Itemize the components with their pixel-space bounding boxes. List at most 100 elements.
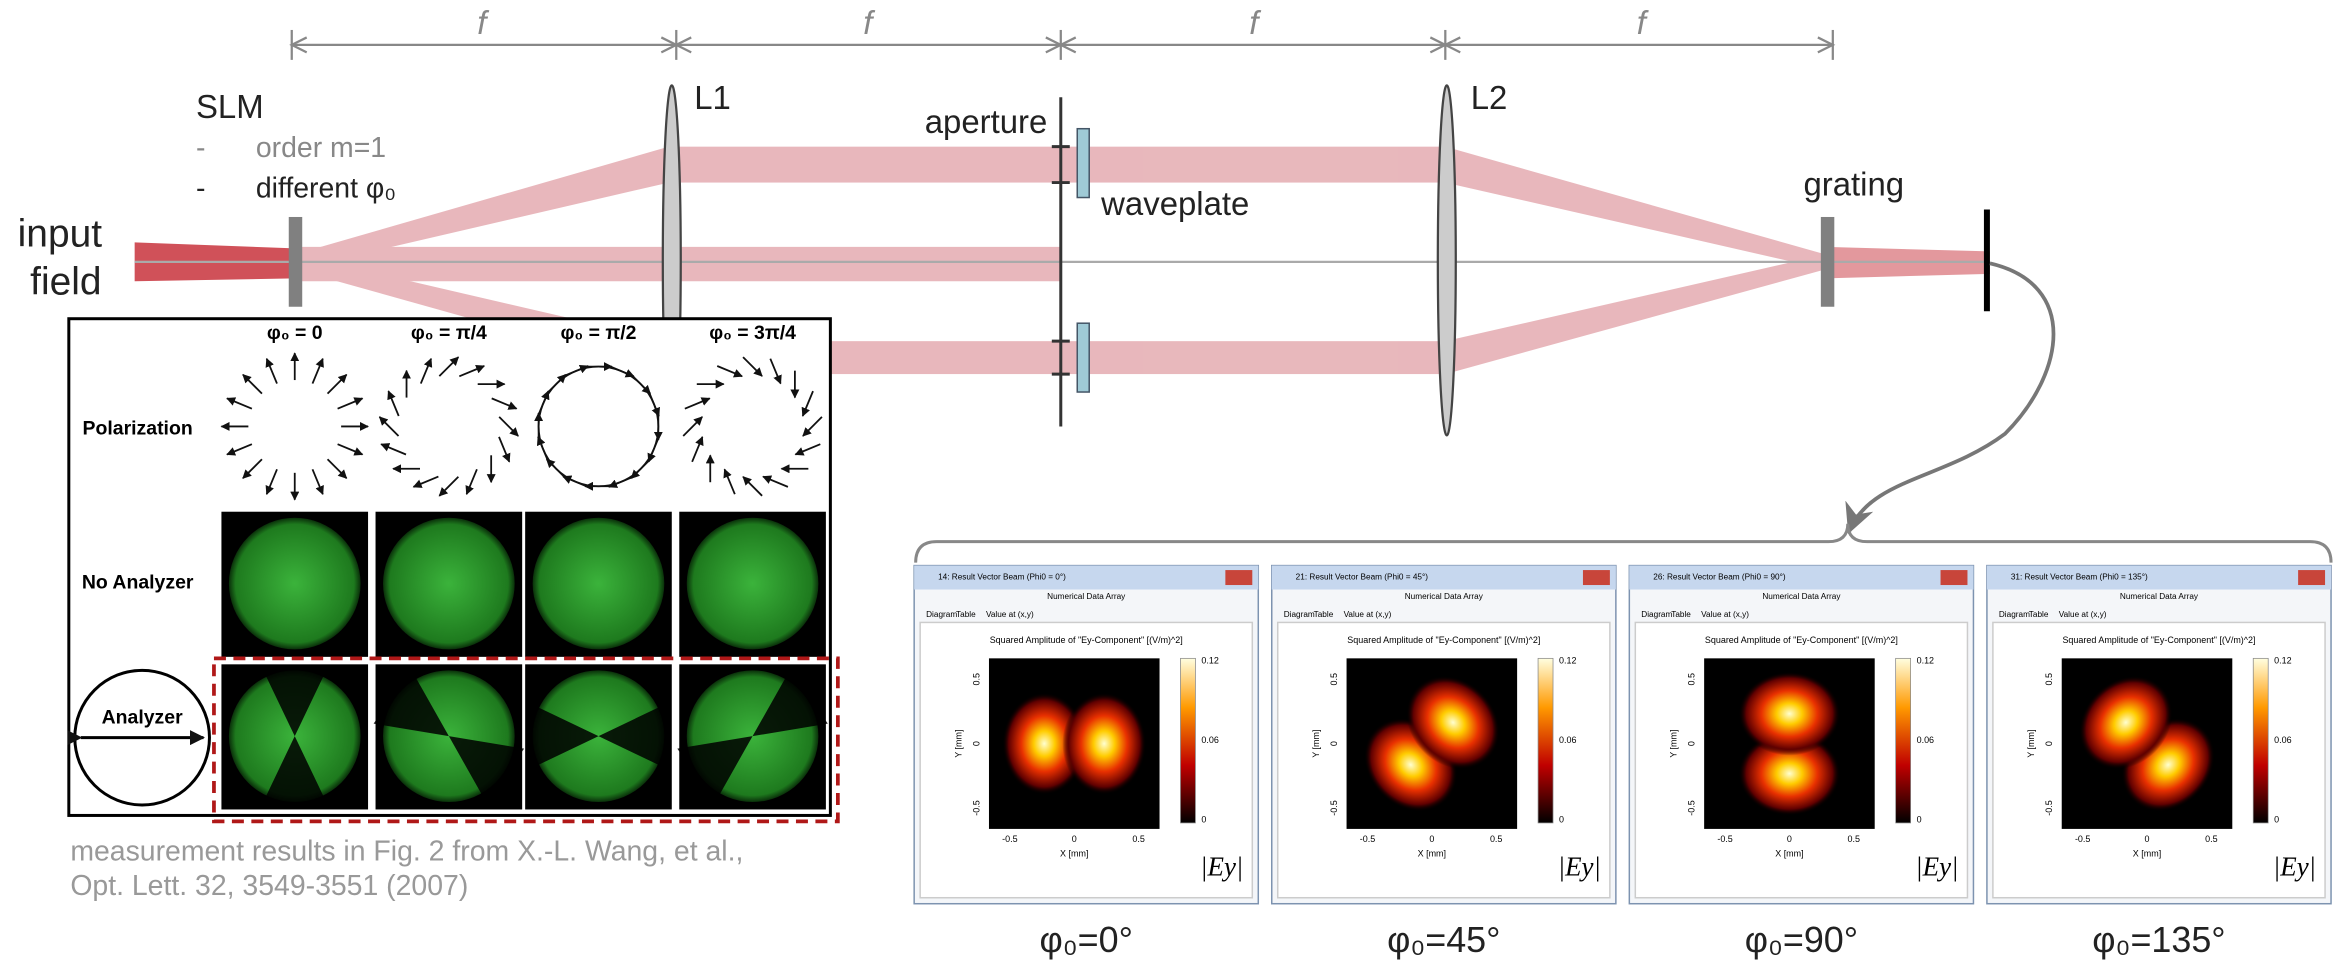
close-button — [1583, 570, 1610, 585]
field-label: |Ey| — [1915, 851, 1958, 881]
caption: Opt. Lett. 32, 3549-3551 (2007) — [70, 870, 468, 902]
inset: Polarization No Analyzer Analyzer φ₀ = 0… — [69, 319, 838, 822]
colorbar — [1896, 658, 1911, 823]
result-label: φ₀=45° — [1387, 920, 1500, 960]
colorbar-label: 0.06 — [1201, 735, 1218, 745]
column-header: φ₀ = π/4 — [411, 322, 487, 344]
bullet: - — [196, 132, 205, 164]
window-title: 21: Result Vector Beam (Phi0 = 45°) — [1296, 573, 1429, 582]
x-tick-label: 0.5 — [1132, 834, 1144, 844]
beam-spot — [687, 518, 819, 650]
y-axis-label: Y [mm] — [1311, 730, 1321, 758]
note: order m=1 — [256, 132, 386, 164]
result-label: φ₀=90° — [1745, 920, 1858, 960]
column-header: φ₀ = 3π/4 — [709, 322, 796, 344]
diagram: f f f f SLM - order m=1 - different φ₀ i… — [0, 0, 2346, 963]
result-window: 14: Result Vector Beam (Phi0 = 0°) Numeri… — [914, 566, 1258, 904]
y-tick-label: 0.5 — [2044, 673, 2054, 685]
x-tick-label: 0 — [1072, 834, 1077, 844]
f-label: f — [1249, 4, 1261, 41]
x-tick-label: 0 — [2145, 834, 2150, 844]
waveplate-label: waveplate — [1100, 185, 1249, 222]
lobe — [1739, 672, 1841, 756]
result-window: 26: Result Vector Beam (Phi0 = 90°) Numer… — [1629, 566, 1973, 904]
x-axis-label: X [mm] — [1060, 849, 1088, 859]
y-tick-label: 0.5 — [1329, 673, 1339, 685]
l1-label: L1 — [694, 79, 731, 116]
tab: Diagram — [1641, 610, 1672, 619]
colorbar-label: 0.12 — [1201, 656, 1218, 666]
plot-title: Squared Amplitude of "Ey-Component" [(V/… — [1347, 635, 1540, 645]
waveplate — [1077, 129, 1089, 198]
colorbar-label: 0.06 — [1917, 735, 1934, 745]
arrow — [1849, 263, 2053, 531]
subtitle: Numerical Data Array — [1762, 592, 1841, 601]
tab: Value at (x,y) — [2059, 610, 2107, 619]
colorbar-label: 0.06 — [1559, 735, 1576, 745]
tab: Table — [2029, 610, 2049, 619]
colorbar-label: 0 — [1201, 814, 1206, 824]
lobe — [1062, 693, 1146, 795]
field-label: |Ey| — [1200, 851, 1243, 881]
tab: Value at (x,y) — [1701, 610, 1749, 619]
window-title: 26: Result Vector Beam (Phi0 = 90°) — [1653, 573, 1786, 582]
tab: Table — [1314, 610, 1334, 619]
plot-title: Squared Amplitude of "Ey-Component" [(V/… — [1705, 635, 1898, 645]
colorbar-label: 0.12 — [1559, 656, 1576, 666]
subtitle: Numerical Data Array — [1405, 592, 1484, 601]
column-header: φ₀ = 0 — [267, 322, 323, 344]
f-label: f — [863, 4, 875, 41]
window-title: 14: Result Vector Beam (Phi0 = 0°) — [938, 573, 1066, 582]
input-label: field — [30, 261, 101, 304]
tab: Table — [956, 610, 976, 619]
slm-label: SLM — [196, 88, 264, 125]
result-window: 31: Result Vector Beam (Phi0 = 135°) Nume… — [1987, 566, 2331, 904]
y-axis-label: Y [mm] — [953, 730, 963, 758]
colorbar-label: 0 — [1917, 814, 1922, 824]
waveplate — [1077, 323, 1089, 392]
x-tick-label: 0.5 — [2205, 834, 2217, 844]
colorbar — [2253, 658, 2268, 823]
f-label: f — [477, 4, 489, 41]
x-tick-label: 0.5 — [1848, 834, 1860, 844]
result-label: φ₀=135° — [2092, 920, 2225, 960]
result-window: 21: Result Vector Beam (Phi0 = 45°) Numer… — [1272, 566, 1616, 904]
subtitle: Numerical Data Array — [1047, 592, 1126, 601]
beam-spot — [383, 518, 515, 650]
caption: measurement results in Fig. 2 from X.-L.… — [70, 835, 743, 867]
x-tick-label: -0.5 — [2075, 834, 2090, 844]
row-label: No Analyzer — [82, 572, 194, 594]
tab: Table — [1671, 610, 1691, 619]
colorbar-label: 0.06 — [2274, 735, 2291, 745]
colorbar-label: 0 — [2274, 814, 2279, 824]
plot-title: Squared Amplitude of "Ey-Component" [(V/… — [990, 635, 1183, 645]
tab: Diagram — [926, 610, 957, 619]
tab: Value at (x,y) — [1344, 610, 1392, 619]
beam-spot — [533, 518, 665, 650]
page: f f f f SLM - order m=1 - different φ₀ i… — [0, 0, 2346, 963]
window-title: 31: Result Vector Beam (Phi0 = 135°) — [2011, 573, 2148, 582]
beam-spot — [229, 518, 361, 650]
y-axis-label: Y [mm] — [2026, 730, 2036, 758]
colorbar — [1180, 658, 1195, 823]
colorbar — [1538, 658, 1553, 823]
y-tick-label: -0.5 — [1329, 800, 1339, 815]
f-label: f — [1637, 4, 1649, 41]
subtitle: Numerical Data Array — [2120, 592, 2199, 601]
field-label: |Ey| — [1558, 851, 1601, 881]
y-tick-label: -0.5 — [971, 800, 981, 815]
y-tick-label: -0.5 — [1687, 800, 1697, 815]
tab: Value at (x,y) — [986, 610, 1034, 619]
y-tick-label: 0 — [1329, 741, 1339, 746]
x-axis-label: X [mm] — [1418, 849, 1446, 859]
bracket — [916, 524, 2331, 563]
x-tick-label: 0.5 — [1490, 834, 1502, 844]
y-axis-label: Y [mm] — [1669, 730, 1679, 758]
dimension-line — [292, 30, 1833, 60]
field-label: |Ey| — [2273, 851, 2316, 881]
plot-title: Squared Amplitude of "Ey-Component" [(V/… — [2062, 635, 2255, 645]
x-axis-label: X [mm] — [2133, 849, 2161, 859]
lens-l2 — [1438, 85, 1456, 435]
analyzer-label: Analyzer — [102, 706, 183, 728]
column-header: φ₀ = π/2 — [561, 322, 637, 344]
